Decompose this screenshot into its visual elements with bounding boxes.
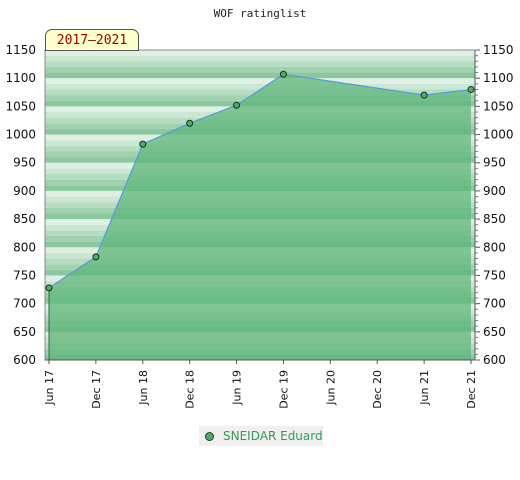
y-tick-label-left: 950	[13, 156, 36, 170]
data-point	[279, 70, 287, 78]
data-point	[420, 91, 428, 99]
y-tick-label-right: 1050	[483, 99, 514, 113]
y-tick-label-left: 850	[13, 212, 36, 226]
background-band	[45, 50, 475, 56]
y-axis-ticks: 600 600 650 650 700 700 750 750 800 800 850 850 900 9…	[5, 43, 513, 367]
x-tick-label: Dec 17	[90, 370, 103, 409]
x-tick-label: Dec 20	[371, 370, 384, 409]
background-band	[45, 72, 475, 79]
data-point	[233, 101, 241, 109]
y-tick-label-left: 1000	[5, 128, 36, 142]
x-tick-label: Jun 21	[418, 370, 431, 406]
y-tick-label-right: 1150	[483, 43, 514, 57]
y-tick-label-right: 750	[483, 268, 506, 282]
legend-marker	[205, 431, 214, 441]
data-point	[92, 253, 100, 261]
y-tick-label-left: 1050	[5, 99, 36, 113]
y-tick-label-right: 950	[483, 156, 506, 170]
y-tick-label-left: 650	[13, 325, 36, 339]
y-tick-label-right: 700	[483, 297, 506, 311]
data-point	[186, 119, 194, 127]
x-tick-label: Jun 17	[43, 370, 56, 406]
y-tick-label-left: 600	[13, 353, 36, 367]
y-tick-label-right: 900	[483, 184, 506, 198]
y-tick-label-right: 650	[483, 325, 506, 339]
data-point	[467, 85, 475, 93]
y-tick-label-right: 1100	[483, 71, 514, 85]
x-tick-label: Dec 19	[277, 370, 290, 409]
data-points	[45, 70, 475, 292]
x-tick-label: Dec 18	[184, 370, 197, 409]
legend[interactable]: SNEIDAR Eduard	[199, 426, 323, 446]
background-band	[45, 78, 475, 84]
x-tick-label: Jun 18	[137, 370, 150, 406]
x-tick-label: Jun 20	[324, 370, 337, 406]
data-point	[45, 284, 53, 292]
axes	[45, 50, 476, 361]
chart-title: WOF ratinglist	[214, 7, 307, 20]
y-tick-label-right: 1000	[483, 128, 514, 142]
series-area	[49, 74, 471, 361]
y-tick-label-left: 900	[13, 184, 36, 198]
background-band	[45, 55, 475, 62]
period-badge: 2017–2021	[45, 29, 139, 51]
y-tick-label-left: 750	[13, 268, 36, 282]
y-tick-label-left: 1100	[5, 71, 36, 85]
x-tick-label: Jun 19	[231, 370, 244, 406]
y-tick-label-left: 700	[13, 297, 36, 311]
x-axis-ticks: Jun 17 Dec 17 Jun 18 Dec 18 Jun 19 Dec 19 Jun …	[43, 360, 478, 409]
y-tick-label-left: 800	[13, 240, 36, 254]
y-tick-label-right: 800	[483, 240, 506, 254]
x-tick-label: Dec 21	[465, 370, 478, 409]
background-band	[45, 83, 475, 90]
y-tick-label-right: 850	[483, 212, 506, 226]
background-band	[45, 66, 475, 73]
legend-series-name: SNEIDAR Eduard	[223, 429, 323, 443]
area-layer	[48, 73, 472, 361]
series-line	[48, 73, 472, 289]
y-tick-label-left: 1150	[5, 43, 36, 57]
background-band	[45, 61, 475, 67]
data-point	[139, 140, 147, 148]
y-tick-label-right: 600	[483, 353, 506, 367]
